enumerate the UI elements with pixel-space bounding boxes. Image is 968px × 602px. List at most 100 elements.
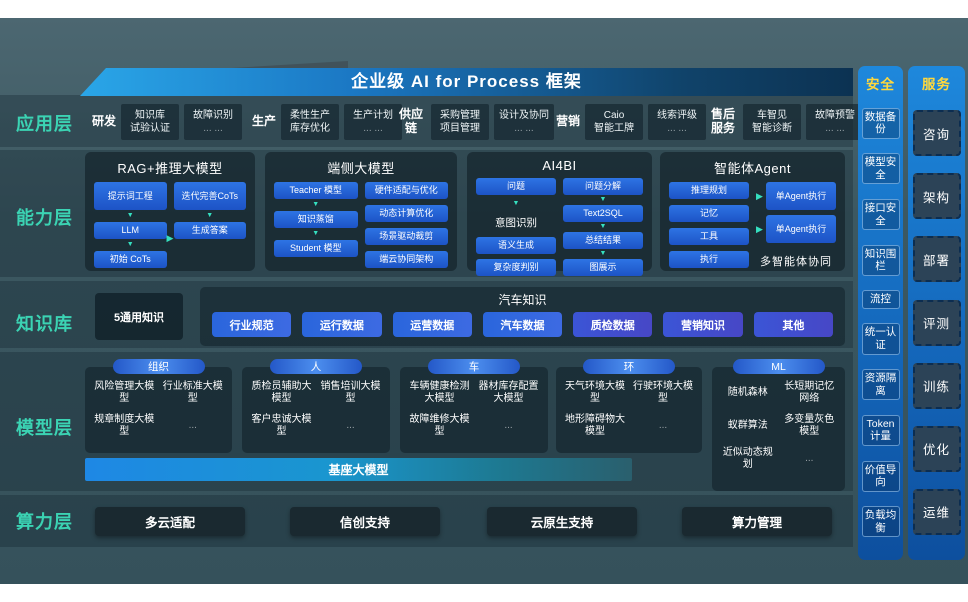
model-item: 长短期记忆网络	[784, 381, 835, 404]
security-item: 知识围栏	[861, 244, 900, 276]
compute-box-xinchuang: 信创支持	[290, 507, 440, 536]
arrow-down-icon: ▼	[126, 212, 134, 219]
app-feature: 智能诊断	[752, 123, 792, 134]
service-item: 训练	[912, 362, 961, 409]
flow-step: 语义生成	[476, 237, 556, 254]
model-group-vehicle: 车 车辆健康检测大模型 器材库存配置大模型 故障维修大模型 ...	[400, 359, 548, 453]
layer-label-knowledge: 知识库	[16, 314, 73, 334]
model-item: 风险管理大模型	[94, 381, 155, 404]
security-item: 流控	[861, 290, 900, 309]
model-group-tab: 环	[583, 359, 675, 374]
model-item-more: ...	[504, 420, 513, 431]
security-item: 模型安全	[861, 153, 900, 185]
security-item: 统一认证	[861, 323, 900, 355]
framework-title-banner: 企业级 AI for Process 框架	[80, 68, 853, 96]
flow-step: Teacher 模型	[274, 182, 358, 199]
model-item-more: ...	[346, 420, 355, 431]
app-feature: 柔性生产	[290, 110, 331, 121]
compute-box-cloudnative: 云原生支持	[487, 507, 637, 536]
agent-module: 记忆	[669, 205, 749, 222]
service-item: 架构	[912, 173, 961, 220]
app-feature: 车智见	[757, 110, 787, 121]
model-group-tab: 车	[428, 359, 520, 374]
service-item: 评测	[912, 299, 961, 346]
app-group-label: 供应链	[398, 107, 423, 135]
model-item: 客户忠诚大模型	[251, 414, 312, 437]
service-item: 优化	[912, 425, 961, 472]
feature-item: 动态计算优化	[364, 205, 448, 222]
app-group-label: 研发	[92, 114, 117, 129]
diagram-stage: 企业级 AI for Process 框架 应用层 能力层 知识库 模型层 算力…	[0, 18, 968, 584]
arrow-right-icon: ▶	[166, 233, 174, 243]
arrow-down-icon: ▼	[512, 200, 520, 207]
app-group-label: 生产	[252, 114, 277, 129]
security-column: 安全 数据备份 模型安全 接口安全 知识围栏 流控 统一认证 资源隔离 Toke…	[858, 66, 903, 560]
app-feature-more: ... ...	[514, 123, 534, 134]
app-feature: 库存优化	[290, 123, 331, 134]
panel-edge-model: 端侧大模型 Teacher 模型 ▼ 知识蒸馏 ▼ Student 模型 硬件适…	[265, 152, 457, 271]
model-item: 地形障碍物大模型	[565, 414, 625, 437]
agent-exec-box: 单Agent执行	[765, 182, 836, 210]
model-group-ml: ML 随机森林 长短期记忆网络 蚁群算法 多变量灰色模型 近似动态规划 ...	[712, 359, 845, 491]
flow-step: 初始 CoTs	[94, 251, 167, 268]
model-item: 天气环境大模型	[565, 381, 625, 404]
auto-knowledge-title: 汽车知识	[498, 293, 547, 307]
knowledge-pill: 运行数据	[302, 312, 382, 337]
flow-step: 复杂度判别	[476, 259, 556, 276]
app-group-after-sales: 售后服务 车智见 智能诊断 故障预警 ... ...	[708, 102, 864, 142]
model-group-tab: 组织	[112, 359, 205, 374]
app-feature: 线索评级	[657, 110, 698, 121]
app-feature-box: 车智见 智能诊断	[743, 104, 801, 140]
app-group-label: 营销	[556, 114, 581, 129]
app-group-label: 售后服务	[710, 107, 735, 135]
app-feature-box: 设计及协同 ... ...	[494, 104, 554, 140]
app-feature-box: 知识库 试验认证	[121, 104, 180, 140]
layer-label-model: 模型层	[16, 418, 73, 438]
feature-item: 硬件适配与优化	[364, 182, 448, 199]
app-group-rd: 研发 知识库 试验认证 故障识别 ... ...	[92, 102, 243, 142]
flow-step: LLM	[94, 222, 167, 239]
security-header: 安全	[866, 77, 895, 92]
app-feature-more: ... ...	[203, 123, 223, 134]
security-item: Token计量	[861, 414, 900, 447]
model-item: 多变量灰色模型	[784, 414, 835, 437]
app-feature: 设计及协同	[499, 110, 549, 121]
multi-agent-caption: 多智能体协同	[760, 256, 832, 268]
app-feature-box: Caio 智能工牌	[585, 104, 644, 140]
panel-title: RAG+推理大模型	[117, 161, 223, 176]
service-header: 服务	[922, 77, 951, 92]
app-feature: 项目管理	[440, 123, 480, 134]
security-item: 接口安全	[861, 198, 900, 231]
flow-step: 问题分解	[563, 178, 643, 195]
model-group-people: 人 质检员辅助大模型 销售培训大模型 客户忠诚大模型 ...	[242, 359, 390, 453]
model-item: 近似动态规划	[722, 447, 773, 470]
app-feature-box: 采购管理 项目管理	[431, 104, 489, 140]
layer-label-application: 应用层	[16, 114, 73, 134]
feature-item: 端云协同架构	[364, 251, 448, 268]
arrow-down-icon: ▼	[206, 212, 214, 219]
flow-step: 知识蒸馏	[274, 211, 358, 228]
panel-ai4bi: AI4BI 问题 ▼ 意图识别 语义生成 复杂度判别 问题分解 ▼ Text2S…	[467, 152, 652, 276]
app-group-marketing: 营销 Caio 智能工牌 线索评级 ... ...	[556, 102, 707, 142]
app-feature-more: ... ...	[825, 123, 845, 134]
app-feature-box: 柔性生产 库存优化	[281, 104, 340, 140]
model-item-more: ...	[805, 453, 814, 464]
layer-label-capability: 能力层	[16, 208, 73, 228]
foundation-model-bar: 基座大模型	[85, 458, 632, 481]
model-item: 蚁群算法	[727, 420, 768, 431]
banner-3d-edge	[198, 61, 348, 70]
app-group-supply-chain: 供应链 采购管理 项目管理 设计及协同 ... ...	[396, 102, 554, 142]
agent-exec-box: 单Agent执行	[765, 215, 836, 243]
agent-module: 执行	[669, 251, 749, 268]
app-feature-more: ... ...	[363, 123, 383, 134]
layer-label-compute: 算力层	[16, 512, 73, 532]
arrow-down-icon: ▼	[599, 223, 607, 230]
app-feature: 智能工牌	[594, 123, 635, 134]
model-item: 销售培训大模型	[320, 381, 381, 404]
model-item: 质检员辅助大模型	[251, 381, 312, 404]
model-group-tab: 人	[270, 359, 362, 374]
app-feature: 知识库	[135, 110, 166, 121]
auto-knowledge-panel: 汽车知识 行业规范 运行数据 运营数据 汽车数据 质检数据 营销知识 其他	[200, 287, 845, 346]
service-item: 部署	[912, 236, 961, 283]
app-group-production: 生产 柔性生产 库存优化 生产计划 ... ...	[252, 102, 403, 142]
